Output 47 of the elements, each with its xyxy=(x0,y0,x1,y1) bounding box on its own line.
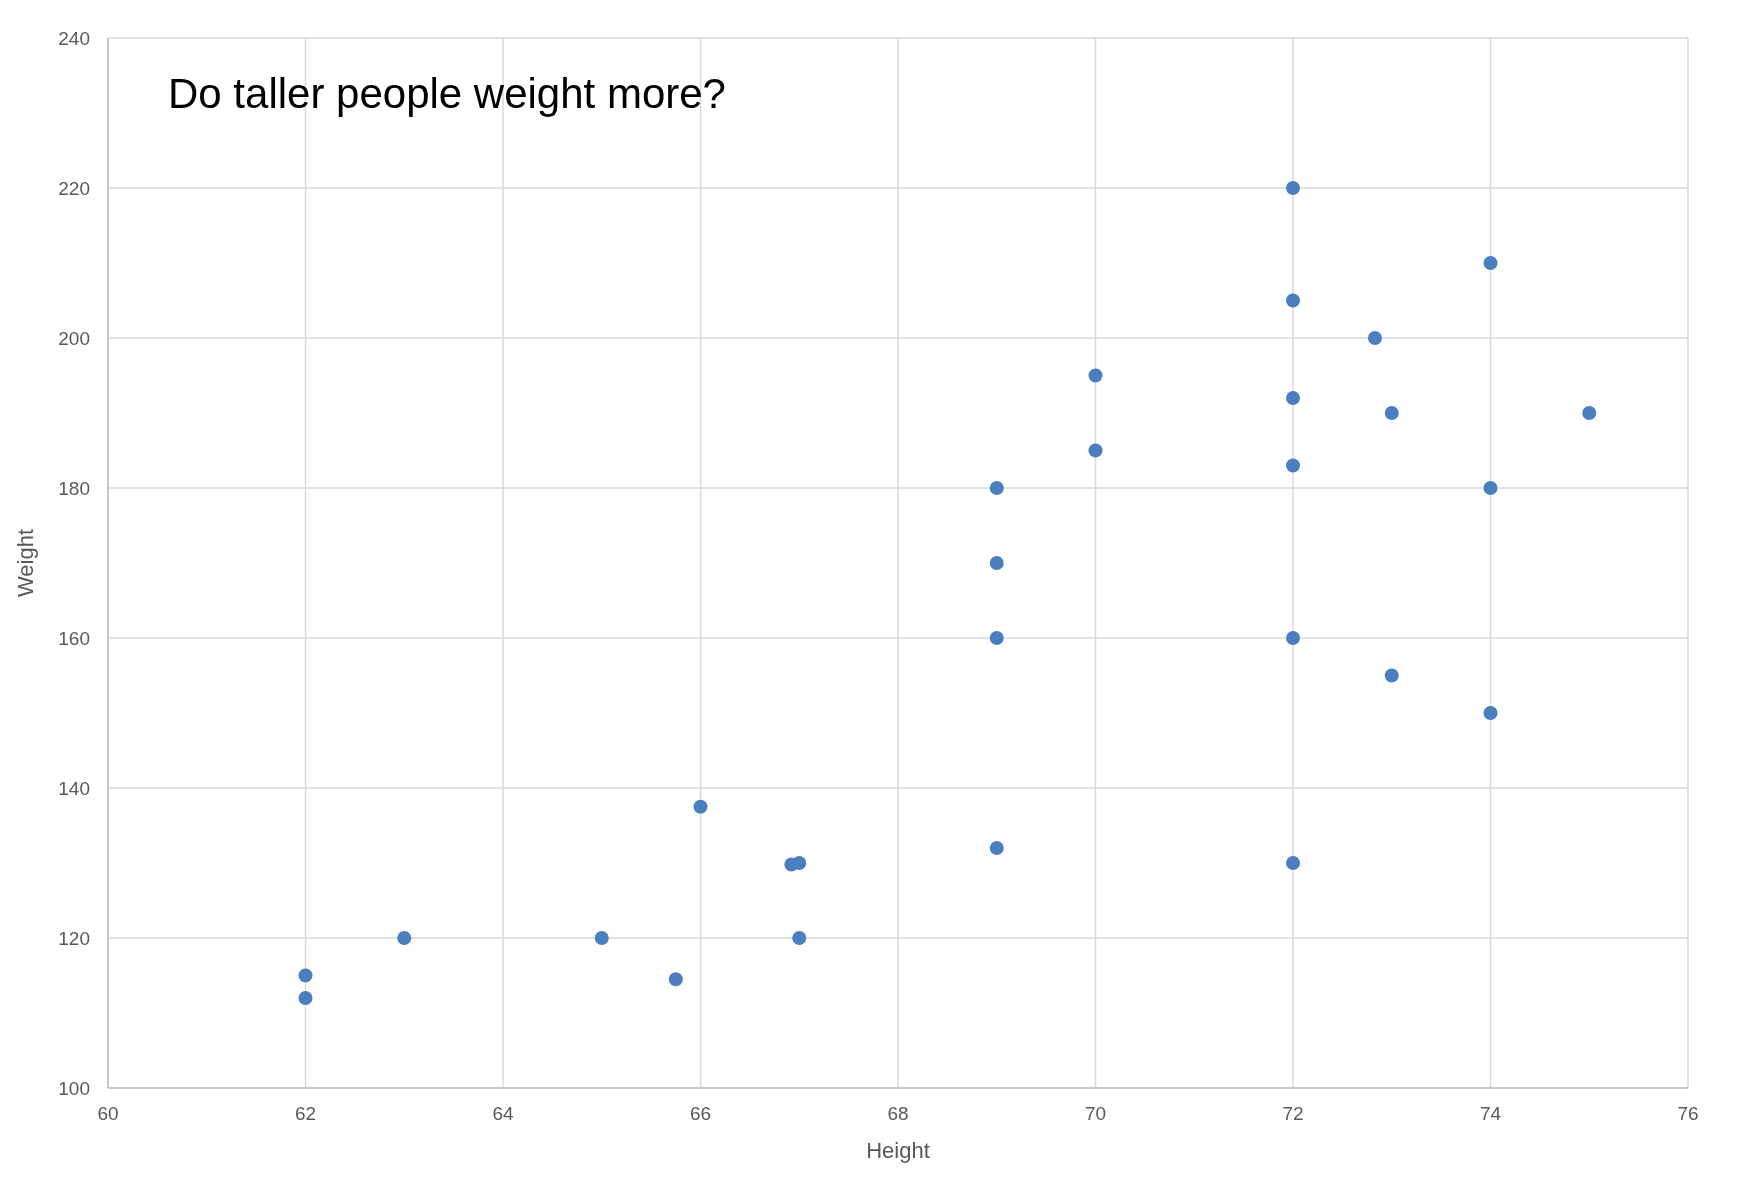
x-tick-label: 68 xyxy=(887,1103,909,1124)
y-tick-label: 100 xyxy=(58,1078,90,1099)
point xyxy=(989,556,1004,570)
point xyxy=(1286,293,1300,308)
point xyxy=(1483,706,1498,720)
x-tick-label: 60 xyxy=(97,1103,119,1124)
point xyxy=(1286,631,1300,645)
y-tick-label: 240 xyxy=(58,28,90,49)
point xyxy=(1582,406,1597,420)
x-tick-label: 64 xyxy=(492,1103,514,1124)
x-tick-label: 74 xyxy=(1479,1103,1502,1124)
point xyxy=(1286,458,1300,473)
text: Do taller people weight more? xyxy=(168,70,726,117)
point xyxy=(989,841,1004,855)
x-tick-label: 72 xyxy=(1282,1103,1304,1124)
point xyxy=(693,799,708,814)
x-tick-label: 66 xyxy=(689,1103,712,1124)
point xyxy=(792,856,807,870)
x-tick-label: 76 xyxy=(1677,1103,1699,1124)
x-tick-label: 70 xyxy=(1084,1103,1107,1124)
point xyxy=(298,991,313,1005)
point xyxy=(668,972,683,987)
point xyxy=(1367,331,1382,345)
point xyxy=(1286,391,1300,405)
point xyxy=(1384,406,1399,420)
point xyxy=(1384,668,1399,683)
point xyxy=(1088,443,1103,458)
point xyxy=(792,931,807,945)
point xyxy=(1088,368,1103,383)
y-tick-label: 220 xyxy=(58,178,90,199)
y-tick-label: 180 xyxy=(58,478,90,499)
y-axis-title: Weight xyxy=(13,528,38,598)
point xyxy=(989,481,1004,495)
x-tick-label: 62 xyxy=(294,1103,317,1124)
y-tick-label: 140 xyxy=(58,778,90,799)
y-tick-label: 120 xyxy=(58,928,90,949)
point xyxy=(1286,856,1300,870)
point xyxy=(594,931,609,945)
point xyxy=(298,968,313,983)
y-tick-label: 160 xyxy=(58,628,90,649)
y-tick-label: 200 xyxy=(58,328,90,349)
point xyxy=(1483,481,1498,495)
x-axis-title: Height xyxy=(866,1138,930,1163)
point xyxy=(1286,181,1300,195)
point xyxy=(1483,256,1498,270)
point xyxy=(397,931,412,945)
point xyxy=(989,631,1004,645)
